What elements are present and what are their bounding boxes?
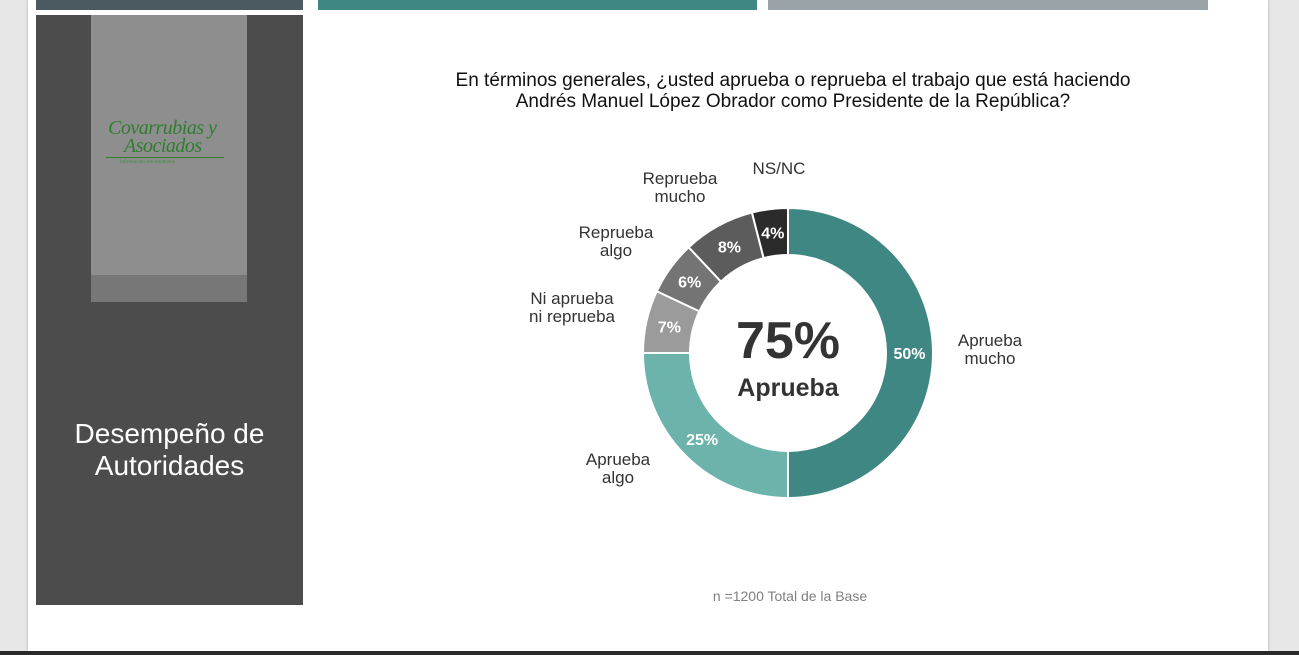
sidebar-panel: Covarrubias y Asociados Información con … bbox=[36, 15, 303, 605]
logo-box bbox=[91, 15, 247, 275]
section-title-line-1: Desempeño de bbox=[74, 418, 265, 449]
center-label: Aprueba bbox=[737, 374, 840, 402]
logo-line-2: Asociados bbox=[124, 135, 202, 157]
chart-title: En términos generales, ¿usted aprueba o … bbox=[418, 70, 1168, 112]
center-value: 75% bbox=[736, 312, 840, 370]
slice-category-label: Ni aprueba ni reprueba bbox=[529, 289, 616, 326]
logo-rule bbox=[106, 157, 224, 158]
logo-strip bbox=[91, 275, 247, 302]
chart-title-line-1: En términos generales, ¿usted aprueba o … bbox=[455, 70, 1131, 91]
logo-line-1: Covarrubias y bbox=[108, 117, 217, 139]
section-title-line-2: Autoridades bbox=[94, 450, 245, 481]
slice-value-label: 4% bbox=[761, 225, 784, 242]
slice-category-label: Aprueba mucho bbox=[958, 331, 1023, 368]
slice-value-label: 50% bbox=[893, 346, 925, 363]
top-bar-teal bbox=[318, 0, 757, 10]
sample-size-note: n =1200 Total de la Base bbox=[712, 588, 868, 604]
slice-value-label: 8% bbox=[718, 240, 741, 257]
chart-title-line-2: Andrés Manuel López Obrador como Preside… bbox=[515, 91, 1071, 112]
slice-category-label: NS/NC bbox=[753, 159, 806, 178]
slice-category-label: Reprueba algo bbox=[579, 223, 654, 260]
slice-value-label: 7% bbox=[658, 319, 681, 336]
slice-category-label: Aprueba algo bbox=[586, 450, 651, 487]
section-title: Desempeño de Autoridades bbox=[36, 418, 303, 482]
donut-slice bbox=[787, 206, 934, 500]
company-logo: Covarrubias y Asociados Información con … bbox=[106, 115, 236, 175]
slice-category-label: Reprueba mucho bbox=[643, 169, 718, 206]
logo-tagline: Información con resultados bbox=[120, 160, 175, 165]
page-bottom-edge bbox=[0, 651, 1299, 655]
donut-slice bbox=[750, 206, 789, 260]
top-bar-gray bbox=[768, 0, 1208, 10]
slice-value-label: 25% bbox=[686, 432, 718, 449]
slice-value-label: 6% bbox=[678, 275, 701, 292]
top-bar-dark bbox=[36, 0, 303, 10]
